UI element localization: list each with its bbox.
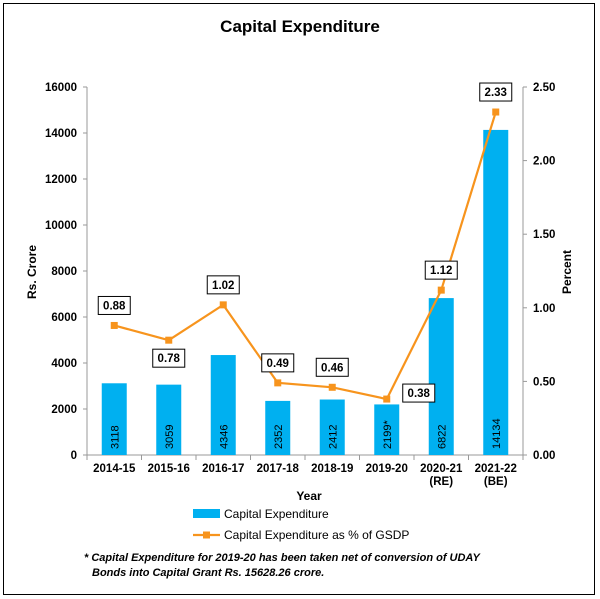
x-tick-label: 2015-16 [148, 463, 190, 475]
legend-swatch-marker [203, 531, 210, 539]
y-tick-label: 2000 [51, 404, 77, 416]
bar-value-label: 14134 [491, 418, 503, 449]
legend-label-line: Capital Expenditure as % of GSDP [224, 528, 409, 542]
bar-value-label: 2352 [273, 425, 285, 449]
y-axis-title: Rs. Crore [25, 245, 39, 299]
x-tick-label: 2014-15 [93, 463, 136, 475]
bar [101, 383, 127, 455]
y2-tick-label: 1.00 [533, 303, 555, 315]
chart-frame [3, 3, 595, 595]
bar-value-label: 4346 [218, 425, 230, 449]
line-marker [274, 379, 282, 387]
line-marker [165, 336, 173, 344]
y-tick-label: 8000 [51, 266, 77, 278]
percent-label: 0.46 [321, 362, 343, 374]
percent-label: 2.33 [485, 87, 507, 99]
percent-label: 0.78 [158, 353, 181, 365]
footnote-line: * Capital Expenditure for 2019-20 has be… [84, 552, 482, 564]
y-tick-label: 0 [71, 450, 77, 462]
line-marker [328, 383, 336, 391]
x-tick-label: (RE) [429, 476, 453, 488]
x-tick-label: 2018-19 [311, 463, 353, 475]
bar [374, 404, 400, 455]
line-marker [383, 395, 391, 403]
y-tick-label: 6000 [51, 312, 77, 324]
bar-value-label: 2199* [382, 420, 394, 449]
bar-value-label: 3118 [109, 425, 121, 449]
y2-tick-label: 0.00 [533, 450, 555, 462]
x-tick-label: 2021-22 [475, 463, 517, 475]
bar-value-label: 3059 [164, 425, 176, 449]
legend-swatch-bar [193, 509, 220, 518]
bar [428, 298, 454, 455]
y2-tick-label: 1.50 [533, 229, 555, 241]
bar [319, 399, 345, 455]
bar-value-label: 6822 [436, 425, 448, 449]
bar [210, 355, 236, 455]
y-tick-label: 16000 [45, 82, 77, 94]
x-tick-label: 2017-18 [257, 463, 300, 475]
percent-label: 1.12 [430, 265, 452, 277]
y2-tick-label: 2.50 [533, 82, 555, 94]
x-tick-label: 2019-20 [366, 463, 408, 475]
y2-tick-label: 2.00 [533, 156, 555, 168]
gsdp-percent-line [113, 111, 497, 401]
x-tick-label: (BE) [484, 476, 508, 488]
percent-label-box [261, 353, 295, 373]
percent-label-box [97, 295, 131, 315]
chart-title: Capital Expenditure [220, 17, 380, 36]
legend-label-bar: Capital Expenditure [224, 507, 329, 521]
percent-label-box [402, 383, 436, 403]
y-tick-label: 12000 [45, 174, 77, 186]
line-marker [110, 321, 118, 329]
y-tick-label: 14000 [45, 128, 77, 140]
y2-axis-title: Percent [560, 250, 574, 294]
percent-label-box [206, 275, 240, 295]
bar [156, 384, 182, 455]
bar [483, 129, 509, 455]
x-tick-label: 2016-17 [202, 463, 244, 475]
line-marker [219, 301, 227, 309]
percent-label-box [424, 260, 458, 280]
y-tick-label: 10000 [45, 220, 77, 232]
percent-label-box [315, 357, 349, 377]
y-tick-label: 4000 [51, 358, 77, 370]
x-tick-label: 2020-21 [420, 463, 463, 475]
bar [265, 400, 291, 455]
line-marker [492, 108, 500, 116]
percent-label-box [479, 82, 513, 102]
percent-label: 0.88 [103, 300, 126, 312]
percent-label: 1.02 [212, 280, 234, 292]
percent-label: 0.38 [408, 388, 431, 400]
line-marker [437, 286, 445, 294]
footnote-line: Bonds into Capital Grant Rs. 15628.26 cr… [92, 567, 324, 579]
bar-value-label: 2412 [327, 425, 339, 449]
y2-tick-label: 0.50 [533, 376, 555, 388]
percent-label-box [152, 348, 186, 368]
percent-label: 0.49 [267, 358, 289, 370]
x-axis-title: Year [296, 489, 322, 503]
